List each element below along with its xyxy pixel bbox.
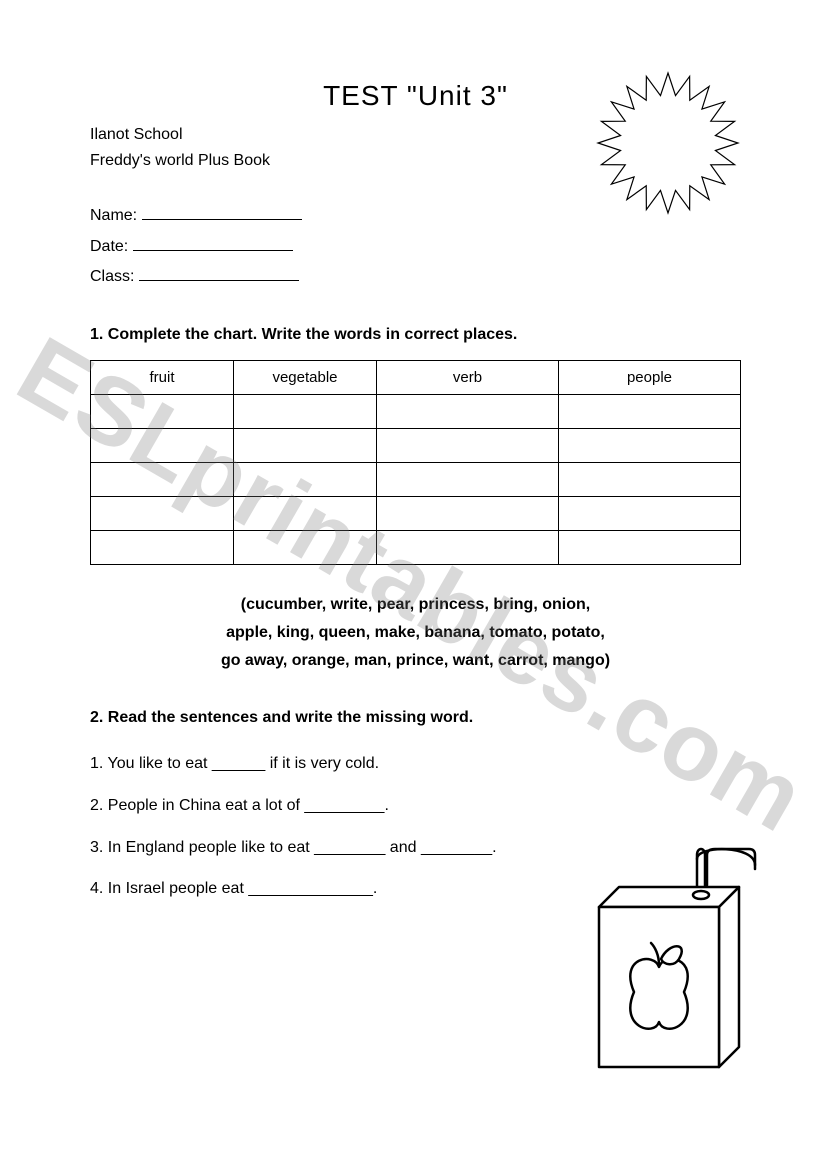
wordbank-line: apple, king, queen, make, banana, tomato… (116, 619, 716, 647)
table-header: fruit (91, 361, 234, 395)
q1-wordbank: (cucumber, write, pear, princess, bring,… (116, 591, 716, 675)
class-blank[interactable] (139, 266, 299, 281)
table-cell[interactable] (234, 395, 377, 429)
table-cell[interactable] (559, 497, 741, 531)
date-label: Date: (90, 238, 128, 255)
table-cell[interactable] (91, 463, 234, 497)
worksheet-page: ESLprintables.com TEST "Unit 3" Ilanot S… (0, 0, 821, 1169)
table-cell[interactable] (377, 497, 559, 531)
table-cell[interactable] (377, 463, 559, 497)
table-cell[interactable] (559, 429, 741, 463)
table-header: vegetable (234, 361, 377, 395)
sentence-line: 1. You like to eat ______ if it is very … (90, 743, 741, 785)
table-cell[interactable] (234, 531, 377, 565)
table-cell[interactable] (91, 497, 234, 531)
juicebox-icon (579, 847, 759, 1077)
table-cell[interactable] (91, 531, 234, 565)
table-cell[interactable] (377, 531, 559, 565)
name-blank[interactable] (142, 205, 302, 220)
q1-instruction: 1. Complete the chart. Write the words i… (90, 326, 741, 344)
q2-instruction: 2. Read the sentences and write the miss… (90, 709, 741, 727)
date-blank[interactable] (133, 235, 293, 250)
sun-icon (593, 68, 743, 218)
class-row: Class: (90, 262, 741, 292)
table-header: verb (377, 361, 559, 395)
table-cell[interactable] (234, 463, 377, 497)
table-cell[interactable] (91, 395, 234, 429)
table-cell[interactable] (377, 429, 559, 463)
table-cell[interactable] (234, 497, 377, 531)
wordbank-line: (cucumber, write, pear, princess, bring,… (116, 591, 716, 619)
sentence-line: 2. People in China eat a lot of ________… (90, 785, 741, 827)
date-row: Date: (90, 232, 741, 262)
table-cell[interactable] (377, 395, 559, 429)
table-cell[interactable] (559, 395, 741, 429)
table-cell[interactable] (559, 463, 741, 497)
class-label: Class: (90, 268, 134, 285)
table-header: people (559, 361, 741, 395)
table-cell[interactable] (559, 531, 741, 565)
table-cell[interactable] (91, 429, 234, 463)
q1-table: fruitvegetableverbpeople (90, 360, 741, 565)
wordbank-line: go away, orange, man, prince, want, carr… (116, 647, 716, 675)
name-label: Name: (90, 207, 137, 224)
table-cell[interactable] (234, 429, 377, 463)
